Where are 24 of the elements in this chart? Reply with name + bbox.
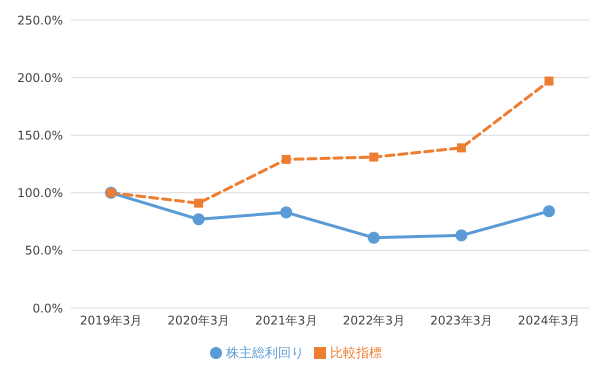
point — [543, 205, 555, 218]
legend-label: 株主総利回り — [226, 346, 304, 361]
x-tick-label: 2021年3月 — [255, 314, 318, 328]
point — [280, 206, 292, 218]
y-tick-label: 100.0% — [17, 186, 63, 200]
point — [455, 229, 468, 242]
x-tick-label: 2024年3月 — [518, 314, 580, 328]
y-tick-label: 250.0% — [17, 13, 63, 28]
x-tick-label: 2022年3月 — [342, 314, 405, 328]
point — [456, 143, 466, 152]
point — [194, 198, 204, 208]
point — [282, 154, 291, 164]
y-tick-label: 50.0% — [24, 244, 63, 258]
y-tick-label: 200.0% — [17, 70, 63, 85]
point — [544, 76, 554, 86]
x-tick-label: 2023年3月 — [430, 314, 492, 328]
legend-label: 比較指標 — [330, 346, 382, 361]
x-tick-label: 2020年3月 — [168, 314, 230, 328]
point — [368, 232, 380, 244]
point — [192, 213, 205, 226]
x-tick-label: 2019年3月 — [80, 314, 142, 328]
y-tick-label: 0.0% — [32, 301, 63, 316]
y-tick-label: 150.0% — [17, 128, 63, 142]
point — [369, 152, 378, 162]
